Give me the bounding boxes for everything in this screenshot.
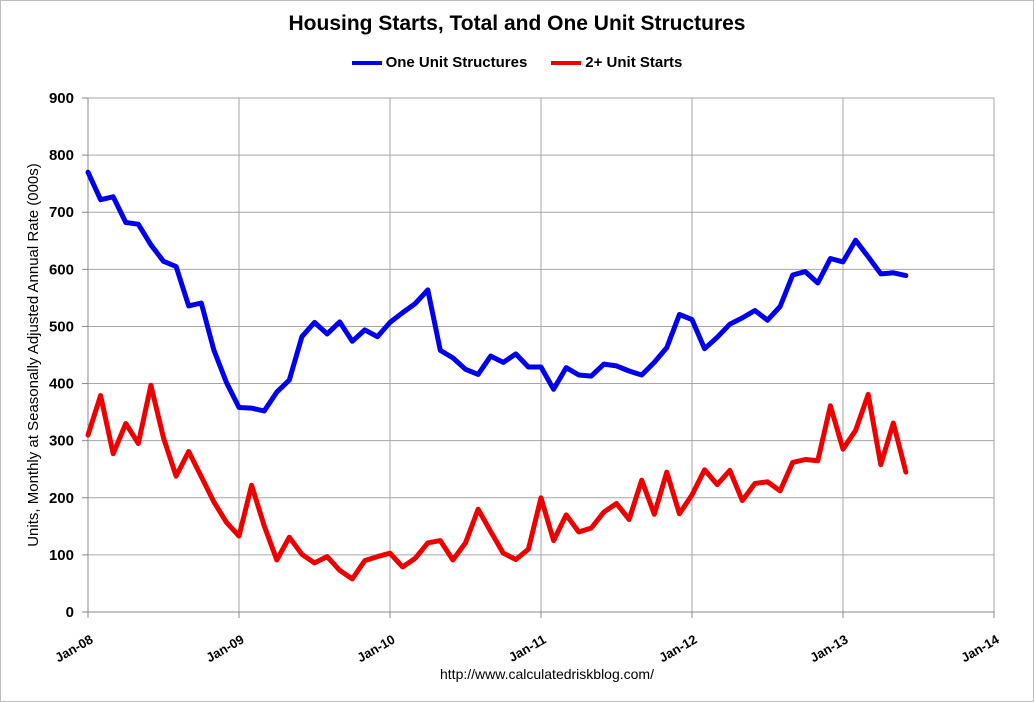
y-axis-label: Units, Monthly at Seasonally Adjusted An…: [25, 163, 42, 547]
legend-swatch-multi-unit: [551, 60, 582, 65]
y-tick-label: 800: [49, 147, 74, 164]
source-url: http://www.calculatedriskblog.com/: [440, 666, 654, 682]
series-lines: [85, 169, 909, 582]
y-tick-label: 0: [66, 604, 74, 621]
y-tick-label: 600: [49, 261, 74, 278]
chart-title: Housing Starts, Total and One Unit Struc…: [288, 12, 746, 35]
y-tick-label: 500: [49, 318, 74, 335]
x-tick-label: Jan-10: [354, 632, 397, 666]
y-tick-label: 100: [49, 547, 74, 564]
x-tick-labels: Jan-08 Jan-09 Jan-10 Jan-11 Jan-12 Jan-13 Jan-…: [52, 631, 1002, 665]
legend-item-one-unit: One Unit Structures: [351, 54, 528, 71]
legend-item-multi-unit: 2+ Unit Starts: [551, 54, 682, 71]
x-tick-label: Jan-11: [506, 632, 549, 665]
x-tick-label: Jan-08: [52, 632, 95, 666]
legend-label-one-unit: One Unit Structures: [385, 54, 528, 71]
legend-swatch-one-unit: [351, 60, 382, 65]
y-tick-label: 900: [49, 90, 74, 107]
y-tick-label: 700: [49, 204, 74, 221]
series-line-multi-unit: [85, 382, 909, 582]
chart-legend: One Unit Structures 2+ Unit Starts: [0, 54, 1034, 71]
series-line-one-unit: [85, 169, 909, 414]
y-tick-label: 300: [49, 433, 74, 450]
y-tick-label: 400: [49, 376, 74, 393]
x-tick-label: Jan-12: [656, 632, 699, 666]
axes: [82, 97, 995, 618]
x-tick-label: Jan-14: [958, 631, 1002, 665]
x-tick-label: Jan-09: [203, 632, 246, 666]
y-tick-labels: 0 100 200 300 400 500 600 700 800 900: [49, 90, 74, 621]
y-tick-label: 200: [49, 490, 74, 507]
x-tick-label: Jan-13: [807, 632, 850, 666]
legend-label-multi-unit: 2+ Unit Starts: [585, 54, 683, 71]
grid-lines: [88, 97, 995, 612]
